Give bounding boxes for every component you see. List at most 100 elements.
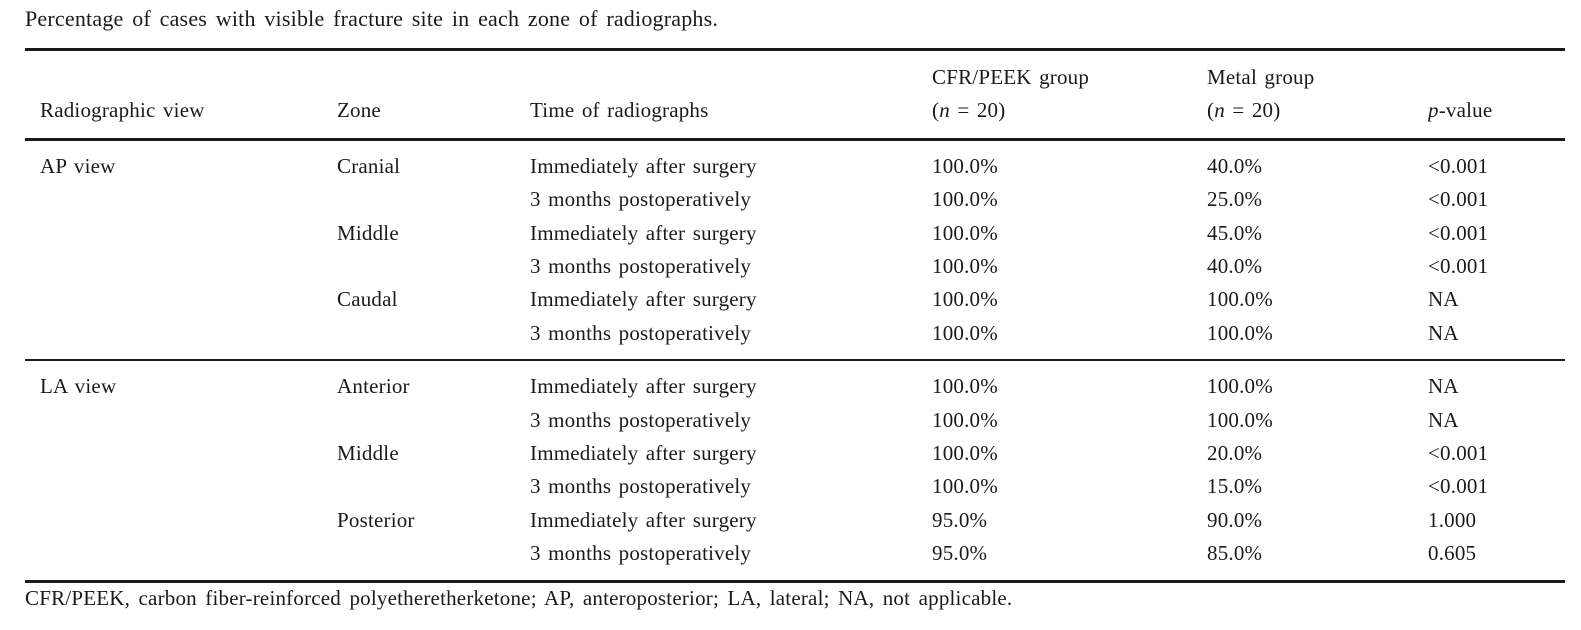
- cell-p-value: <0.001: [1428, 441, 1489, 466]
- table-caption: Percentage of cases with visible fractur…: [25, 6, 719, 31]
- cell-p-value: 0.605: [1428, 541, 1477, 566]
- cell-cfr-peek: 100.0%: [932, 474, 998, 499]
- p-symbol: p: [1428, 98, 1439, 123]
- table-row: Posterior Immediately after surgery 95.0…: [25, 504, 1565, 537]
- cell-p-value: NA: [1428, 374, 1459, 399]
- cell-metal: 25.0%: [1207, 187, 1263, 212]
- header-metal-n: (n = 20): [1207, 98, 1281, 123]
- cell-zone: [337, 470, 530, 503]
- header-time: Time of radiographs: [530, 49, 932, 141]
- cell-zone: [337, 404, 530, 437]
- header-metal-group: Metal group (n = 20): [1207, 49, 1428, 141]
- table-row: Middle Immediately after surgery 100.0% …: [25, 217, 1565, 250]
- table-row: 3 months postoperatively 95.0% 85.0% 0.6…: [25, 537, 1565, 581]
- cell-metal: 100.0%: [1207, 374, 1273, 399]
- n-symbol: n: [939, 98, 950, 123]
- cell-p-value: <0.001: [1428, 254, 1489, 279]
- cell-radiographic-view: [25, 537, 337, 581]
- radiograph-fracture-table: Radiographic view Zone Time of radiograp…: [25, 48, 1565, 583]
- header-radiographic-view: Radiographic view: [25, 49, 337, 141]
- cell-time: 3 months postoperatively: [530, 407, 752, 432]
- cell-time: 3 months postoperatively: [530, 187, 752, 212]
- cell-cfr-peek: 100.0%: [932, 320, 998, 345]
- table-row: 3 months postoperatively 100.0% 100.0% N…: [25, 317, 1565, 360]
- cell-metal: 85.0%: [1207, 541, 1263, 566]
- cell-radiographic-view: [25, 183, 337, 216]
- cell-time: 3 months postoperatively: [530, 320, 752, 345]
- cell-cfr-peek: 100.0%: [932, 254, 998, 279]
- table-row: AP view Cranial Immediately after surger…: [25, 139, 1565, 183]
- cell-zone: [337, 250, 530, 283]
- cell-cfr-peek: 100.0%: [932, 287, 998, 312]
- table-row: 3 months postoperatively 100.0% 15.0% <0…: [25, 470, 1565, 503]
- cell-metal: 100.0%: [1207, 320, 1273, 345]
- table-header: Radiographic view Zone Time of radiograp…: [25, 49, 1565, 141]
- cell-p-value: NA: [1428, 407, 1459, 432]
- cell-radiographic-view: [25, 470, 337, 503]
- cell-metal: 15.0%: [1207, 474, 1263, 499]
- cell-time: 3 months postoperatively: [530, 254, 752, 279]
- cell-metal: 40.0%: [1207, 153, 1263, 178]
- table-row: 3 months postoperatively 100.0% 100.0% N…: [25, 404, 1565, 437]
- cell-radiographic-view: [25, 250, 337, 283]
- cell-cfr-peek: 100.0%: [932, 407, 998, 432]
- cell-metal: 90.0%: [1207, 507, 1263, 532]
- header-p-value: p-value: [1428, 49, 1565, 141]
- cell-radiographic-view: [25, 217, 337, 250]
- cell-time: Immediately after surgery: [530, 441, 757, 466]
- cell-time: Immediately after surgery: [530, 287, 757, 312]
- cell-zone: Posterior: [337, 507, 415, 532]
- cell-radiographic-view: [25, 404, 337, 437]
- cell-radiographic-view: [25, 317, 337, 360]
- header-row: Radiographic view Zone Time of radiograp…: [25, 49, 1565, 141]
- cell-zone: [337, 183, 530, 216]
- cell-cfr-peek: 100.0%: [932, 441, 998, 466]
- cell-p-value: <0.001: [1428, 474, 1489, 499]
- cell-cfr-peek: 100.0%: [932, 187, 998, 212]
- n-symbol: n: [1214, 98, 1225, 123]
- cell-radiographic-view: AP view: [40, 153, 116, 178]
- cell-zone: Caudal: [337, 287, 398, 312]
- cell-zone: Anterior: [337, 374, 410, 399]
- header-cfr-peek-line1: CFR/PEEK group: [932, 65, 1090, 89]
- cell-radiographic-view: LA view: [40, 374, 117, 399]
- cell-zone: Middle: [337, 220, 399, 245]
- cell-p-value: <0.001: [1428, 187, 1489, 212]
- cell-radiographic-view: [25, 504, 337, 537]
- table-row: 3 months postoperatively 100.0% 25.0% <0…: [25, 183, 1565, 216]
- cell-radiographic-view: [25, 437, 337, 470]
- cell-time: 3 months postoperatively: [530, 474, 752, 499]
- cell-radiographic-view: [25, 283, 337, 316]
- header-metal-line1: Metal group: [1207, 65, 1315, 89]
- cell-metal: 100.0%: [1207, 287, 1273, 312]
- header-cfr-peek-n: (n = 20): [932, 98, 1006, 123]
- header-zone: Zone: [337, 49, 530, 141]
- cell-zone: Middle: [337, 441, 399, 466]
- table-row: Middle Immediately after surgery 100.0% …: [25, 437, 1565, 470]
- cell-time: Immediately after surgery: [530, 153, 757, 178]
- cell-time: Immediately after surgery: [530, 374, 757, 399]
- cell-cfr-peek: 100.0%: [932, 153, 998, 178]
- table-row: Caudal Immediately after surgery 100.0% …: [25, 283, 1565, 316]
- cell-p-value: NA: [1428, 320, 1459, 345]
- section-ap-view: AP view Cranial Immediately after surger…: [25, 139, 1565, 360]
- cell-p-value: 1.000: [1428, 507, 1477, 532]
- cell-time: Immediately after surgery: [530, 507, 757, 532]
- cell-metal: 45.0%: [1207, 220, 1263, 245]
- table-footnote: CFR/PEEK, carbon fiber-reinforced polyet…: [25, 586, 1013, 610]
- cell-p-value: NA: [1428, 287, 1459, 312]
- section-la-view: LA view Anterior Immediately after surge…: [25, 360, 1565, 581]
- cell-zone: [337, 317, 530, 360]
- cell-metal: 20.0%: [1207, 441, 1263, 466]
- cell-metal: 40.0%: [1207, 254, 1263, 279]
- cell-cfr-peek: 100.0%: [932, 374, 998, 399]
- cell-p-value: <0.001: [1428, 153, 1489, 178]
- cell-p-value: <0.001: [1428, 220, 1489, 245]
- cell-zone: Cranial: [337, 153, 401, 178]
- cell-cfr-peek: 95.0%: [932, 541, 988, 566]
- table-row: 3 months postoperatively 100.0% 40.0% <0…: [25, 250, 1565, 283]
- cell-zone: [337, 537, 530, 581]
- cell-time: 3 months postoperatively: [530, 541, 752, 566]
- cell-time: Immediately after surgery: [530, 220, 757, 245]
- table-row: LA view Anterior Immediately after surge…: [25, 360, 1565, 403]
